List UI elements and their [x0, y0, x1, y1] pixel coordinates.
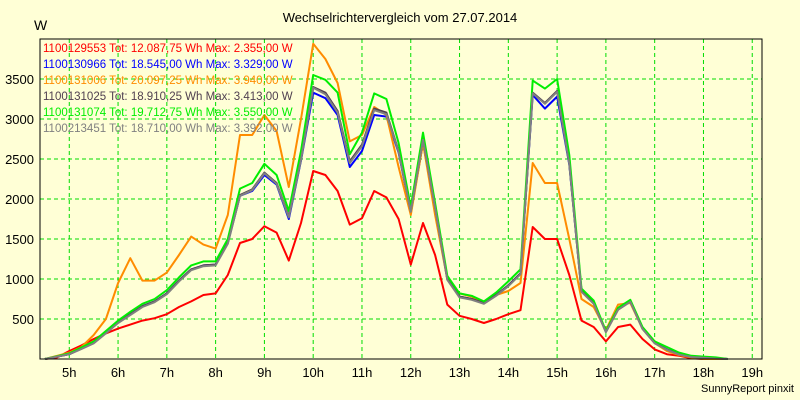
legend-entry: 1100213451 Tot: 18.710,00 Wh Max: 3.392,… [43, 123, 293, 135]
x-tick-label: 7h [160, 365, 174, 380]
legend: 1100129553 Tot: 12.087,75 Wh Max: 2.355,… [43, 41, 293, 137]
y-tick-label: 3000 [5, 112, 34, 127]
y-tick-label: 1000 [5, 272, 34, 287]
x-tick-label: 5h [62, 365, 76, 380]
series-line-1100129553 [44, 170, 728, 360]
x-tick-label: 8h [208, 365, 222, 380]
x-tick-label: 6h [111, 365, 125, 380]
legend-entry: 1100130966 Tot: 18.545,00 Wh Max: 3.329,… [43, 59, 293, 71]
grid [40, 39, 762, 359]
y-tick-label: 500 [12, 312, 34, 327]
footer-credit: SunnyReport pinxit [701, 383, 794, 395]
y-tick-label: 2000 [5, 192, 34, 207]
chart-title: Wechselrichtervergleich vom 27.07.2014 [282, 10, 518, 25]
x-tick-label: 17h [644, 365, 666, 380]
legend-entry: 1100129553 Tot: 12.087,75 Wh Max: 2.355,… [43, 43, 293, 55]
legend-entry: 1100131074 Tot: 19.712,75 Wh Max: 3.550,… [43, 107, 293, 119]
x-tick-label: 19h [741, 365, 763, 380]
series-lines [44, 42, 729, 360]
x-tick-label: 16h [595, 365, 617, 380]
y-tick-label: 2500 [5, 152, 34, 167]
x-tick-label: 11h [352, 365, 373, 380]
y-tick-label: 1500 [5, 232, 34, 247]
x-tick-label: 15h [546, 365, 568, 380]
x-tick-label: 10h [302, 365, 324, 380]
axis-ticks: 500 1000 1500 2000 2500 3000 3500 5h 6h 7h 8h 9h 10h… [5, 72, 763, 380]
x-tick-label: 13h [449, 365, 471, 380]
plot-border [39, 38, 763, 360]
x-tick-label: 12h [400, 365, 422, 380]
legend-entry: 1100131025 Tot: 18.910,25 Wh Max: 3.413,… [43, 91, 293, 103]
x-tick-label: 18h [693, 365, 715, 380]
y-tick-label: 3500 [5, 72, 34, 87]
x-tick-label: 9h [257, 365, 271, 380]
series-line-1100213451 [44, 86, 728, 360]
x-tick-label: 14h [497, 365, 519, 380]
legend-entry: 1100131006 Tot: 20.097,25 Wh Max: 3.940,… [43, 75, 293, 87]
y-axis-label: W [34, 17, 48, 33]
